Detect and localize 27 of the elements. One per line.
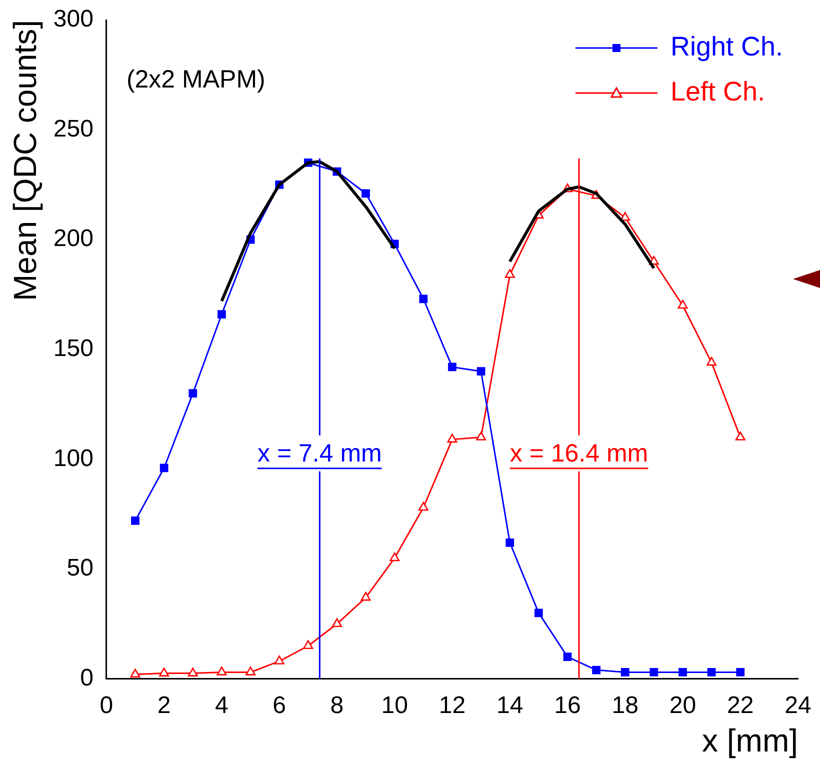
- x-tick-label: 6: [272, 692, 286, 719]
- legend-label: Right Ch.: [670, 31, 784, 62]
- x-tick-label: 2: [157, 692, 171, 719]
- x-tick-label: 22: [727, 692, 754, 719]
- x-tick-label: 24: [784, 692, 812, 719]
- y-tick-label: 150: [53, 335, 94, 362]
- y-axis-title: Mean [QDC counts]: [7, 20, 44, 301]
- y-tick-label: 300: [53, 6, 94, 33]
- y-tick-label: 50: [66, 554, 94, 582]
- x-tick-label: 20: [669, 692, 696, 719]
- y-tick-label: 100: [53, 444, 94, 472]
- x-tick-label: 14: [496, 692, 524, 719]
- ref-line-label: x = 7.4 mm: [258, 439, 382, 468]
- x-tick-label: 10: [381, 692, 408, 719]
- x-tick-label: 0: [100, 692, 114, 719]
- x-tick-label: 4: [215, 692, 228, 719]
- y-tick-label: 200: [53, 225, 94, 252]
- annotation: (2x2 MAPM): [126, 65, 266, 94]
- x-axis-title: x [mm]: [702, 722, 798, 759]
- x-tick-label: 16: [554, 692, 581, 719]
- ref-line-label: x = 16.4 mm: [510, 439, 648, 468]
- x-tick-label: 12: [438, 692, 466, 719]
- y-tick-label: 250: [53, 115, 94, 142]
- y-tick-label: 0: [80, 664, 94, 692]
- x-tick-label: 18: [612, 692, 638, 719]
- legend-label: Left Ch.: [670, 76, 766, 106]
- x-tick-label: 8: [330, 692, 344, 719]
